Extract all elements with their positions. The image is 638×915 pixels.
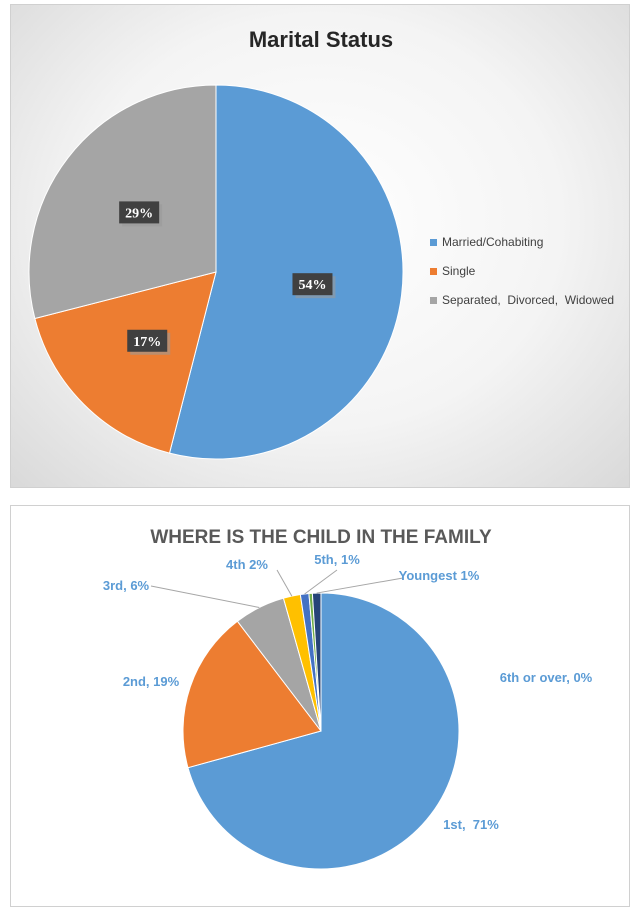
legend-label: Married/Cohabiting <box>442 235 543 249</box>
category-label-4th: 4th 2% <box>226 557 292 596</box>
legend-item-single: Single <box>430 264 476 278</box>
legend: Married/Cohabiting Single Separated, Divor… <box>430 235 614 307</box>
marital-status-chart: Marital Status 54% 17% 29% Married/Cohabit… <box>11 5 631 489</box>
svg-text:29%: 29% <box>125 206 153 221</box>
legend-item-married-cohabiting: Married/Cohabiting <box>430 235 543 249</box>
svg-text:4th 2%: 4th 2% <box>226 557 268 572</box>
chart-title: WHERE IS THE CHILD IN THE FAMILY <box>150 527 492 548</box>
svg-text:6th or over, 0%: 6th or over, 0% <box>500 670 593 685</box>
legend-label: Separated, Divorced, Widowed <box>442 293 614 307</box>
data-label-married-cohabiting: 54% <box>292 273 335 298</box>
child-position-chart: WHERE IS THE CHILD IN THE FAMILY 1st, 71… <box>11 506 631 908</box>
data-label-separated-divorced-widowed: 29% <box>119 201 162 226</box>
child-position-chart-panel: WHERE IS THE CHILD IN THE FAMILY 1st, 71… <box>10 505 630 907</box>
svg-text:2nd, 19%: 2nd, 19% <box>123 674 180 689</box>
legend-swatch <box>430 239 437 246</box>
pie-slices <box>183 593 459 869</box>
svg-text:17%: 17% <box>133 335 161 350</box>
category-label-youngest: Youngest 1% <box>317 568 480 593</box>
svg-text:1st, 71%: 1st, 71% <box>443 817 499 832</box>
svg-text:3rd, 6%: 3rd, 6% <box>103 578 150 593</box>
category-label-2nd: 2nd, 19% <box>123 674 180 689</box>
category-label-5th: 5th, 1% <box>305 552 361 594</box>
pie-slices <box>29 85 403 459</box>
legend-swatch <box>430 297 437 304</box>
chart-title: Marital Status <box>249 27 393 52</box>
legend-swatch <box>430 268 437 275</box>
svg-text:54%: 54% <box>298 278 326 293</box>
category-label-6th-or-over: 6th or over, 0% <box>500 670 593 685</box>
legend-item-separated-divorced-widowed: Separated, Divorced, Widowed <box>430 293 614 307</box>
svg-text:Youngest 1%: Youngest 1% <box>399 568 480 583</box>
legend-label: Single <box>442 264 476 278</box>
svg-text:5th, 1%: 5th, 1% <box>314 552 360 567</box>
data-label-single: 17% <box>127 330 170 355</box>
category-label-1st: 1st, 71% <box>443 817 499 832</box>
marital-status-chart-panel: Marital Status 54% 17% 29% Married/Cohabit… <box>10 4 630 488</box>
category-label-3rd: 3rd, 6% <box>103 578 259 608</box>
